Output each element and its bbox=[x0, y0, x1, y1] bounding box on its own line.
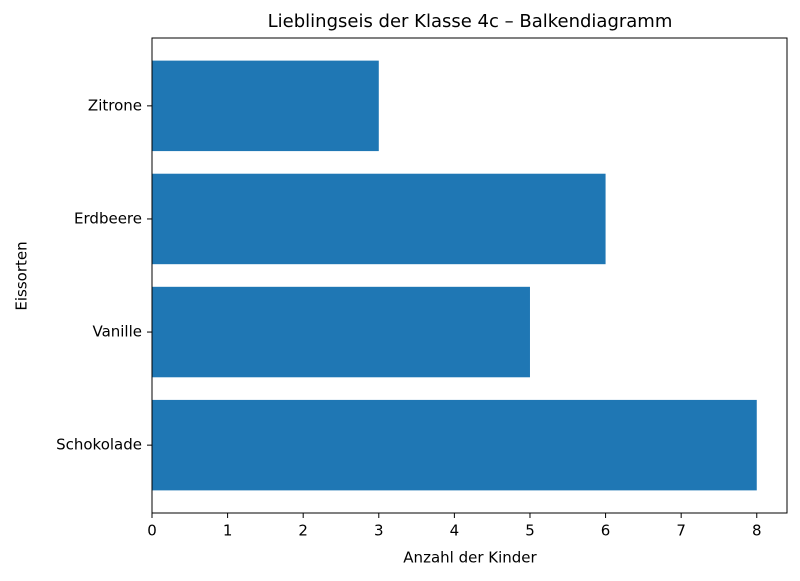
y-axis-label: Eissorten bbox=[13, 241, 31, 310]
x-tick-label: 0 bbox=[147, 522, 157, 540]
x-tick-label: 5 bbox=[525, 522, 535, 540]
x-axis-label: Anzahl der Kinder bbox=[403, 549, 537, 567]
y-tick-label: Schokolade bbox=[56, 436, 142, 454]
bar bbox=[152, 399, 757, 491]
x-tick-label: 4 bbox=[450, 522, 460, 540]
chart-title: Lieblingseis der Klasse 4c – Balkendiagr… bbox=[268, 11, 673, 32]
x-tick-label: 2 bbox=[298, 522, 308, 540]
bar bbox=[152, 60, 379, 152]
x-tick-label: 1 bbox=[223, 522, 233, 540]
y-tick-label: Zitrone bbox=[88, 96, 142, 114]
y-tick-label: Erdbeere bbox=[74, 209, 142, 227]
x-tick-label: 6 bbox=[601, 522, 611, 540]
x-tick-label: 3 bbox=[374, 522, 384, 540]
bar bbox=[152, 173, 606, 265]
x-tick-label: 8 bbox=[752, 522, 762, 540]
bar bbox=[152, 286, 530, 378]
y-tick-label: Vanille bbox=[92, 323, 142, 341]
plot-frame bbox=[151, 37, 788, 514]
x-tick-label: 7 bbox=[676, 522, 686, 540]
